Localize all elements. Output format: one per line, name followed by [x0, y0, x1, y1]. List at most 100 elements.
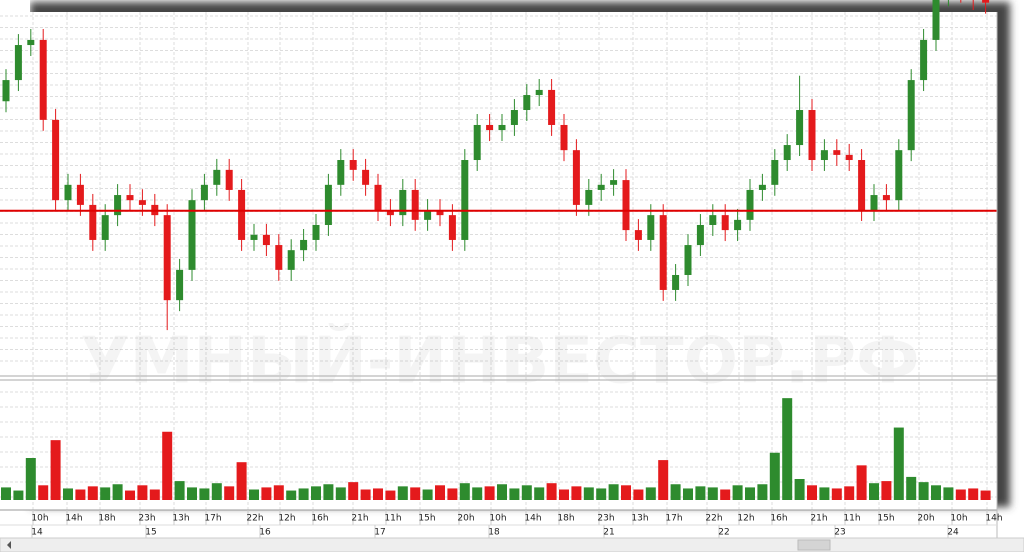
- candle-body: [560, 124, 568, 151]
- volume-bar: [162, 431, 173, 500]
- candle-body: [287, 250, 295, 270]
- volume-bar: [745, 487, 755, 500]
- price-panel: [0, 0, 997, 331]
- candle-body: [300, 239, 308, 251]
- candle-body: [52, 119, 60, 201]
- scrollbar[interactable]: [0, 537, 1024, 553]
- candle-body: [138, 200, 146, 205]
- day-label: 14: [31, 528, 43, 538]
- volume-bar: [707, 487, 718, 500]
- candle-body: [399, 189, 407, 216]
- volume-bar: [955, 489, 966, 500]
- scroll-left[interactable]: [7, 541, 11, 549]
- candle-body: [845, 154, 853, 161]
- volume-bar: [856, 465, 867, 500]
- x-tick-label: 17h: [665, 514, 682, 524]
- candle-body: [783, 145, 791, 161]
- volume-bar: [881, 481, 892, 500]
- candle-body: [176, 269, 184, 301]
- volume-bar: [583, 487, 594, 500]
- candle-body: [27, 39, 35, 46]
- x-tick-label: 17h: [204, 514, 221, 524]
- volume-bar: [75, 489, 86, 500]
- volume-bar: [13, 490, 24, 500]
- volume-bar: [1, 487, 11, 500]
- candle-body: [548, 89, 556, 125]
- candle-body: [510, 110, 518, 125]
- volume-bar: [521, 485, 532, 500]
- candle-body: [870, 195, 878, 211]
- volume-bar: [373, 488, 383, 500]
- candle-body: [262, 234, 270, 246]
- volume-bar: [261, 487, 272, 500]
- volume-bar: [286, 490, 297, 500]
- volume-bar: [360, 489, 371, 500]
- candle-body: [920, 39, 928, 81]
- volume-bar: [670, 484, 681, 500]
- candle-body: [808, 110, 816, 161]
- volume-bar: [906, 476, 917, 500]
- candle-body: [758, 184, 766, 190]
- x-tick-label: 13h: [172, 514, 189, 524]
- x-tick-label: 13h: [631, 514, 648, 524]
- day-label: 22: [718, 528, 729, 538]
- candle-body: [858, 160, 866, 211]
- volume-bar: [869, 483, 879, 500]
- volume-bar: [211, 483, 222, 500]
- volume-bar: [100, 487, 111, 500]
- x-tick-label: 16h: [311, 514, 328, 524]
- candle-body: [89, 204, 97, 240]
- candle-body: [461, 160, 469, 240]
- volume-bar: [497, 484, 507, 500]
- volume-bar: [174, 481, 185, 500]
- x-tick-label: 11h: [843, 514, 860, 524]
- candle-body: [188, 200, 196, 270]
- volume-bar: [149, 489, 160, 500]
- day-label: 16: [259, 528, 271, 538]
- candle-body: [14, 45, 22, 81]
- candle-body: [734, 219, 742, 231]
- scroll-thumb[interactable]: [797, 539, 831, 551]
- candle-body: [39, 39, 47, 120]
- volume-bar: [844, 486, 855, 500]
- candle-body: [833, 150, 841, 155]
- volume-bar: [621, 485, 631, 500]
- candle-body: [275, 245, 283, 270]
- candle-body: [684, 245, 692, 275]
- candle-body: [424, 210, 432, 220]
- panel-corner: [0, 0, 30, 14]
- day-label: 17: [374, 528, 385, 538]
- x-tick-label: 16h: [770, 514, 787, 524]
- volume-bar: [769, 452, 780, 500]
- volume-bar: [335, 487, 346, 500]
- candle-body: [486, 124, 494, 131]
- x-tick-label: 14h: [985, 514, 1002, 524]
- volume-bar: [224, 486, 235, 500]
- volume-bar: [931, 485, 941, 500]
- x-tick-label: 10h: [950, 514, 967, 524]
- candle-body: [498, 124, 506, 131]
- volume-bar: [112, 484, 123, 500]
- volume-bar: [199, 488, 210, 500]
- volume-panel: [1, 398, 991, 500]
- candle-body: [436, 210, 444, 216]
- candle-body: [238, 189, 246, 240]
- candle-body: [647, 215, 655, 240]
- grid: [0, 12, 997, 510]
- candle-body: [200, 184, 208, 201]
- candle-body: [585, 189, 593, 205]
- volume-bar: [298, 488, 309, 500]
- x-tick-label: 18h: [98, 514, 115, 524]
- x-tick-label: 12h: [278, 514, 295, 524]
- volume-bar: [732, 485, 743, 500]
- volume-bar: [695, 486, 706, 500]
- volume-bar: [633, 489, 644, 500]
- candle-body: [337, 160, 345, 185]
- volume-bar: [720, 489, 731, 500]
- candle-body: [932, 0, 940, 40]
- candle-body: [672, 274, 680, 290]
- volume-bar: [273, 485, 284, 500]
- candle-body: [126, 195, 134, 201]
- candle-body: [324, 184, 332, 225]
